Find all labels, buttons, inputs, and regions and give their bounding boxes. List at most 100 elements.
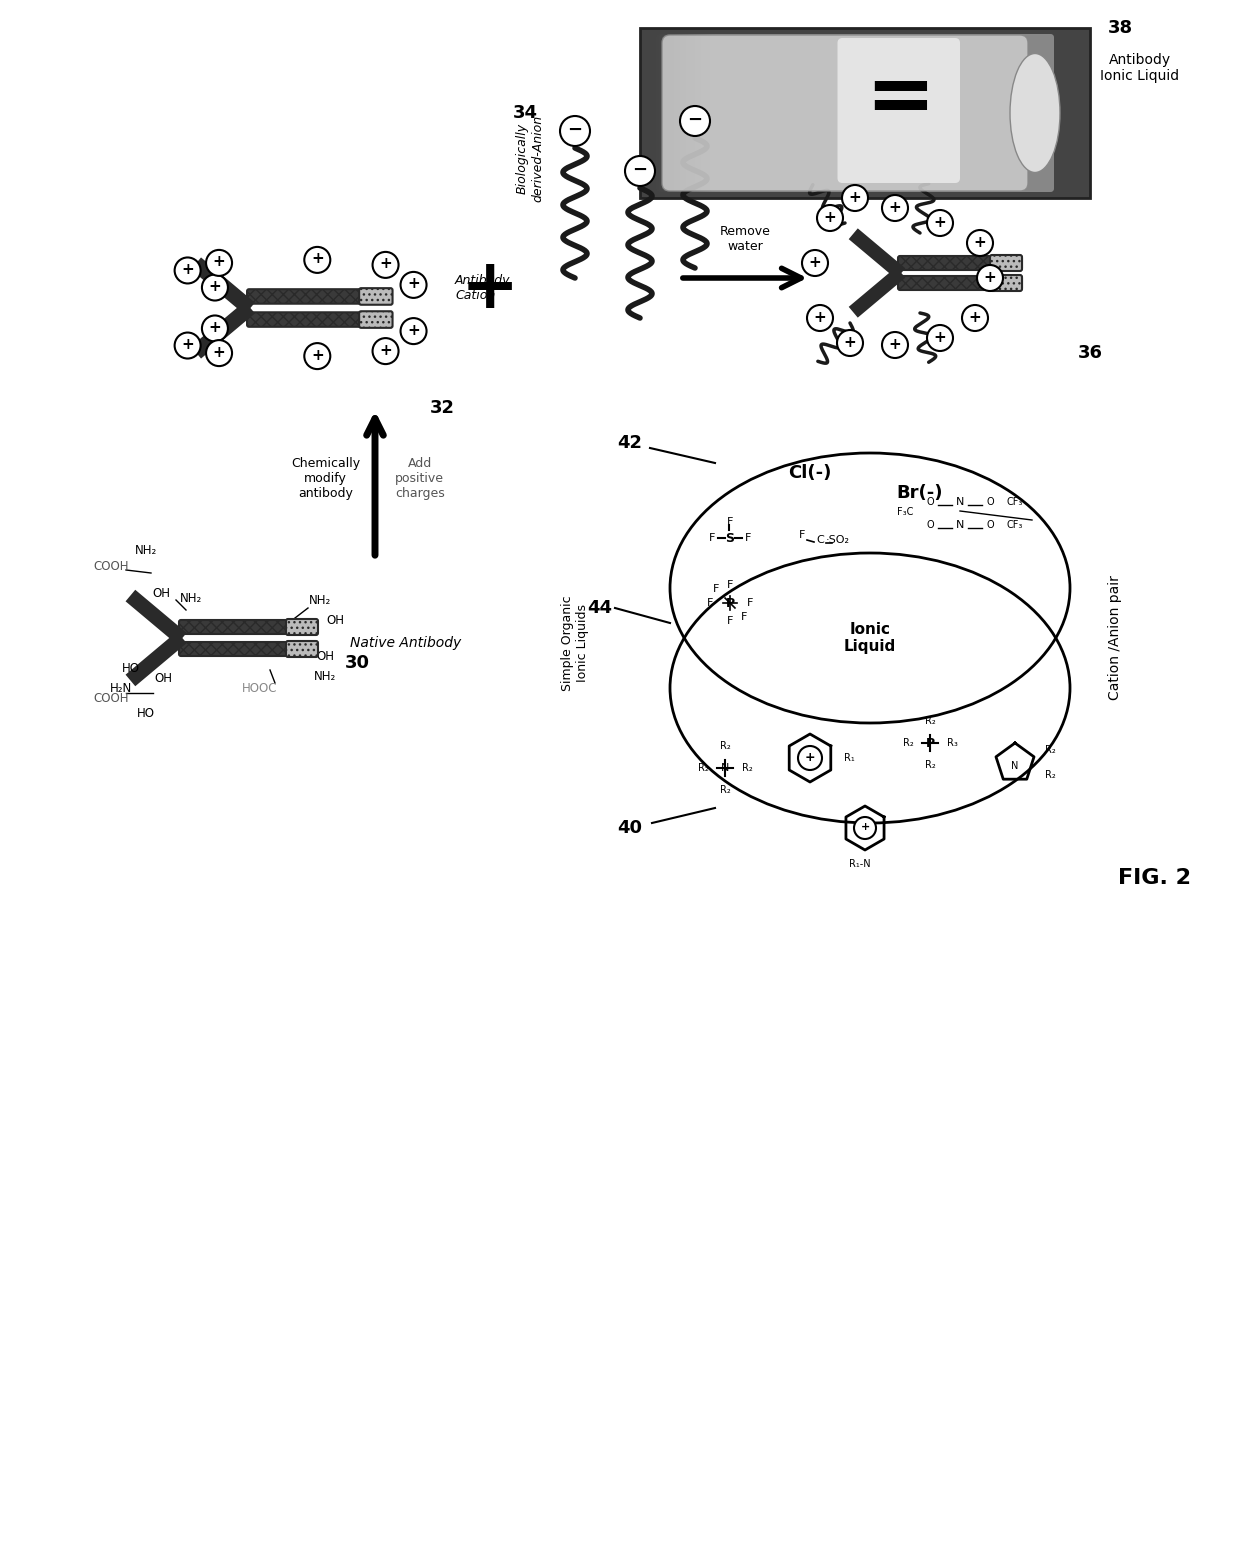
FancyBboxPatch shape (677, 34, 1054, 192)
Text: +: + (808, 254, 821, 270)
Text: +: + (461, 254, 520, 321)
Text: +: + (848, 190, 862, 204)
FancyBboxPatch shape (671, 34, 1054, 192)
Text: P: P (925, 737, 935, 749)
Circle shape (967, 231, 993, 256)
Text: +: + (973, 235, 986, 249)
Text: R₂: R₂ (719, 785, 730, 795)
Text: F: F (745, 533, 751, 544)
Text: +: + (983, 270, 997, 285)
FancyBboxPatch shape (179, 620, 312, 634)
Circle shape (817, 206, 843, 231)
Circle shape (807, 305, 833, 330)
Circle shape (928, 326, 954, 351)
Text: +: + (889, 199, 901, 215)
FancyBboxPatch shape (694, 34, 1054, 192)
Text: Br(-): Br(-) (897, 485, 944, 502)
Text: +: + (968, 310, 981, 324)
Circle shape (202, 315, 228, 341)
Text: +: + (213, 254, 226, 270)
FancyBboxPatch shape (686, 34, 1054, 192)
Text: CF₃: CF₃ (1007, 520, 1023, 530)
FancyBboxPatch shape (711, 34, 1054, 192)
Text: +: + (805, 751, 816, 763)
FancyBboxPatch shape (704, 34, 1054, 192)
Text: OH: OH (153, 586, 170, 600)
Circle shape (175, 257, 201, 284)
Text: +: + (823, 209, 836, 224)
Text: Native Antibody: Native Antibody (350, 636, 461, 650)
Text: +: + (213, 344, 226, 360)
Circle shape (977, 265, 1003, 291)
Circle shape (680, 106, 711, 136)
Text: 38: 38 (1107, 19, 1132, 37)
Text: Chemically
modify
antibody: Chemically modify antibody (291, 456, 360, 500)
Text: H₂N: H₂N (110, 681, 133, 695)
Text: 42: 42 (618, 435, 642, 452)
FancyBboxPatch shape (179, 642, 312, 656)
Text: OH: OH (326, 614, 343, 626)
Polygon shape (851, 268, 904, 316)
Circle shape (837, 330, 863, 355)
Text: ·SO₂: ·SO₂ (826, 534, 849, 545)
Text: F: F (727, 615, 733, 626)
FancyBboxPatch shape (713, 34, 1054, 192)
Circle shape (842, 185, 868, 210)
FancyBboxPatch shape (247, 312, 388, 327)
Text: +: + (208, 279, 221, 294)
FancyBboxPatch shape (898, 276, 1022, 290)
Text: +: + (934, 215, 946, 229)
Text: R₃: R₃ (946, 738, 957, 748)
Text: Antibody
Ionic Liquid: Antibody Ionic Liquid (1100, 53, 1179, 83)
Text: Cation /Anion pair: Cation /Anion pair (1109, 575, 1122, 701)
Text: N: N (720, 763, 729, 773)
FancyBboxPatch shape (898, 256, 1022, 270)
Circle shape (401, 273, 427, 298)
Text: +: + (311, 251, 324, 266)
Text: R₂: R₂ (698, 763, 708, 773)
Text: COOH: COOH (93, 559, 129, 572)
Text: Remove
water: Remove water (719, 224, 770, 252)
Text: +: + (407, 276, 420, 291)
Text: +: + (379, 257, 392, 271)
Text: 32: 32 (430, 399, 455, 418)
Circle shape (304, 343, 330, 369)
FancyBboxPatch shape (640, 28, 1090, 198)
Text: R₂: R₂ (925, 760, 935, 770)
Text: NH₂: NH₂ (180, 592, 202, 605)
Text: +: + (181, 337, 193, 352)
Ellipse shape (1011, 53, 1060, 173)
Text: O: O (926, 497, 934, 506)
Text: 36: 36 (1078, 344, 1102, 361)
Circle shape (882, 195, 908, 221)
Text: Simple Organic
Ionic Liquids: Simple Organic Ionic Liquids (560, 595, 589, 690)
Text: F: F (713, 584, 719, 594)
Circle shape (206, 340, 232, 366)
Text: C: C (816, 534, 823, 545)
Text: OH: OH (154, 671, 172, 684)
FancyBboxPatch shape (707, 34, 1054, 192)
FancyBboxPatch shape (692, 34, 1054, 192)
FancyBboxPatch shape (662, 34, 1028, 192)
FancyBboxPatch shape (360, 312, 393, 327)
FancyBboxPatch shape (701, 34, 1054, 192)
Text: COOH: COOH (93, 692, 129, 704)
Text: F: F (799, 530, 805, 541)
Polygon shape (192, 259, 253, 313)
FancyBboxPatch shape (360, 288, 393, 305)
FancyBboxPatch shape (990, 276, 1022, 291)
Polygon shape (126, 590, 185, 643)
FancyBboxPatch shape (990, 256, 1022, 271)
Text: S: S (725, 531, 734, 544)
Text: F: F (746, 598, 753, 608)
Text: F₃C: F₃C (897, 506, 913, 517)
Text: +: + (843, 335, 857, 349)
Text: HO: HO (122, 662, 140, 675)
Polygon shape (192, 302, 253, 357)
Text: P: P (725, 597, 734, 609)
Polygon shape (851, 231, 904, 277)
Text: F: F (727, 580, 733, 590)
Text: +: + (889, 337, 901, 352)
FancyBboxPatch shape (698, 34, 1054, 192)
Text: 40: 40 (618, 820, 642, 837)
